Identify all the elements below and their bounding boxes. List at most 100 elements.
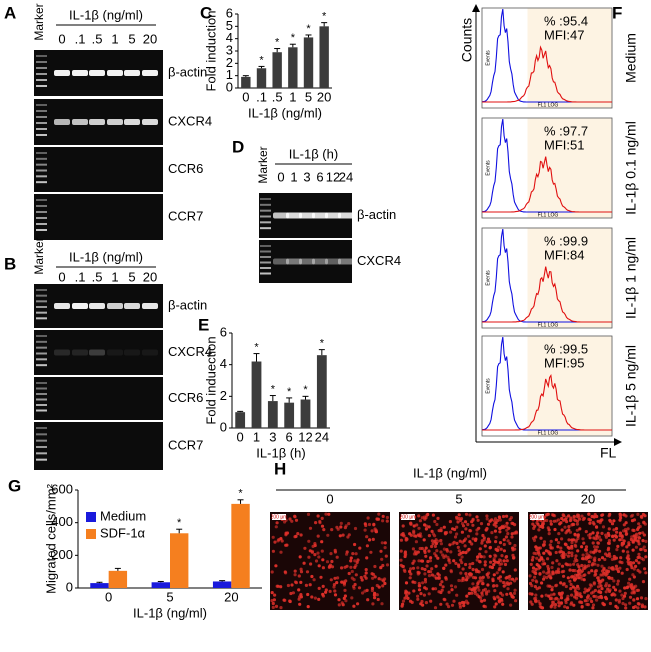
- cell: [350, 576, 354, 580]
- cell: [594, 537, 598, 541]
- cell: [377, 585, 381, 589]
- cell: [279, 550, 283, 554]
- band: [107, 119, 123, 125]
- cell: [554, 584, 558, 588]
- cell: [335, 555, 339, 559]
- ladder-band: [36, 382, 47, 384]
- cell: [381, 563, 385, 568]
- cell: [570, 593, 574, 597]
- cell: [442, 525, 446, 529]
- x-axis-label: IL-1β (ng/ml): [133, 605, 207, 620]
- cell: [452, 559, 456, 563]
- cell: [591, 541, 595, 545]
- band: [54, 70, 70, 76]
- mfi-text: MFI:95: [544, 355, 584, 370]
- cell: [541, 521, 546, 526]
- cell: [274, 604, 279, 609]
- cell: [586, 588, 591, 592]
- cell: [604, 535, 609, 539]
- cell: [624, 521, 628, 525]
- cell: [547, 551, 551, 555]
- cell: [307, 539, 311, 543]
- cell: [411, 561, 415, 565]
- cell: [453, 527, 457, 532]
- cell: [408, 569, 412, 574]
- cell: [400, 604, 404, 608]
- cell: [530, 558, 535, 562]
- cell: [319, 575, 323, 579]
- cell: [279, 537, 283, 541]
- cell: [457, 553, 461, 557]
- cell: [627, 581, 631, 585]
- ladder-band: [36, 346, 47, 349]
- cell: [540, 594, 544, 598]
- cell: [595, 545, 599, 549]
- cell: [512, 555, 516, 560]
- cell: [357, 586, 362, 590]
- cell: [477, 588, 481, 592]
- cell: [562, 555, 566, 559]
- cell: [341, 603, 345, 607]
- treatment-label: IL-1β (ng/ml): [69, 249, 143, 264]
- ladder-band: [36, 217, 47, 219]
- ladder-band: [260, 256, 271, 258]
- cell: [381, 519, 385, 523]
- cell: [503, 562, 508, 567]
- cell: [343, 594, 347, 598]
- mfi-text: MFI:84: [544, 247, 584, 262]
- cell: [417, 588, 422, 592]
- ladder-band: [36, 229, 47, 231]
- cell: [576, 536, 580, 541]
- cell: [561, 550, 565, 555]
- sample-histogram: [482, 373, 612, 431]
- cell: [498, 566, 502, 570]
- cell: [501, 514, 506, 519]
- y-tick-label: 4: [226, 30, 233, 45]
- cell: [625, 545, 629, 549]
- cell: [625, 567, 629, 572]
- cell: [529, 562, 533, 567]
- cell: [342, 580, 346, 584]
- y-tick-label: 3: [226, 42, 233, 57]
- ladder-band: [36, 289, 47, 291]
- cell: [569, 602, 573, 606]
- cell: [564, 543, 568, 547]
- cell: [554, 570, 559, 574]
- cell: [497, 576, 501, 580]
- scale-box: [530, 514, 544, 520]
- cell: [634, 564, 638, 569]
- cell: [436, 516, 440, 521]
- significance-mark: *: [320, 338, 325, 350]
- cell: [291, 591, 295, 595]
- band: [273, 212, 289, 219]
- lane-label: 24: [339, 169, 353, 184]
- cell: [504, 555, 508, 560]
- cell: [279, 606, 283, 610]
- cell: [637, 555, 642, 559]
- cell: [425, 564, 429, 568]
- cell: [616, 544, 620, 549]
- cell: [557, 532, 561, 536]
- marker-label: Marker: [32, 3, 46, 40]
- cell: [314, 559, 319, 563]
- cell: [567, 538, 571, 542]
- legend-label: Medium: [100, 508, 146, 523]
- cell: [460, 530, 464, 534]
- cell: [616, 569, 621, 574]
- cell: [476, 518, 480, 522]
- cell: [290, 583, 294, 587]
- significance-mark: *: [238, 488, 243, 500]
- ladder-band: [36, 152, 47, 154]
- cell: [559, 521, 563, 525]
- cell: [305, 570, 310, 574]
- cell: [325, 560, 330, 564]
- cell: [458, 539, 462, 543]
- cell: [495, 548, 499, 553]
- band: [72, 119, 88, 125]
- cell: [619, 513, 623, 517]
- cell: [564, 562, 568, 566]
- cell: [506, 587, 510, 591]
- ladder-band: [36, 116, 47, 118]
- cell: [336, 527, 340, 531]
- cell: [565, 529, 569, 533]
